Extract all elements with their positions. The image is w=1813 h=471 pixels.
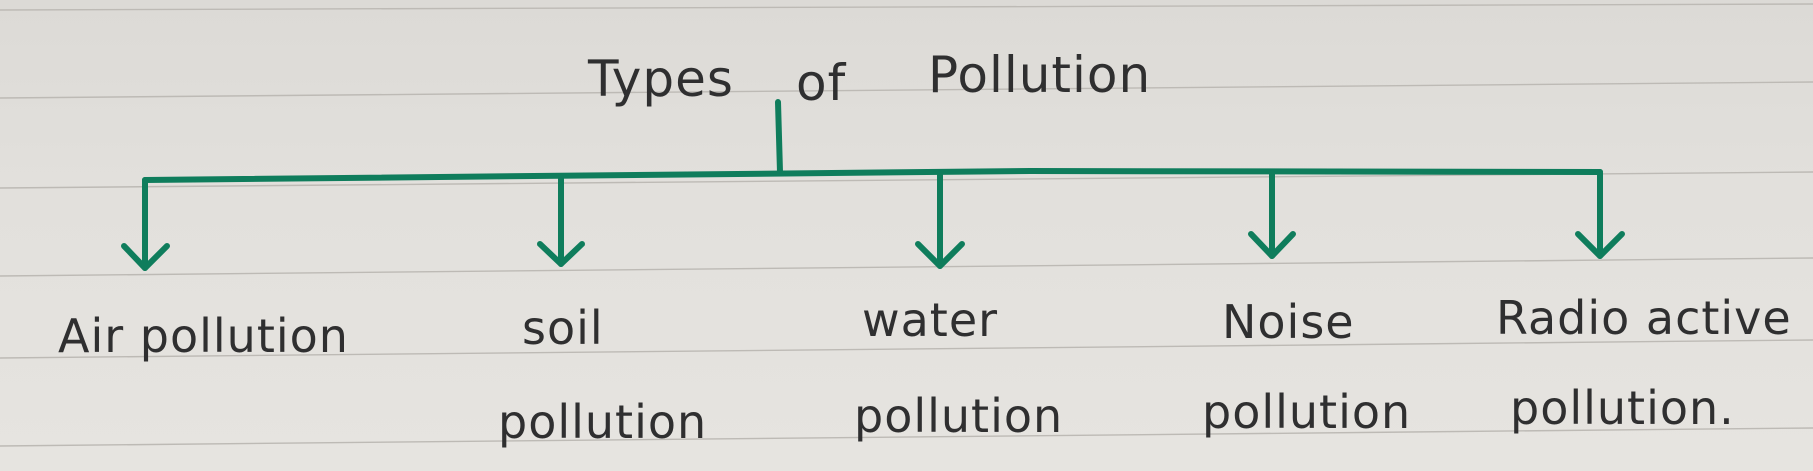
pollution-type-labels: Air pollution soil pollution water pollu…: [58, 291, 1792, 449]
label-radioactive-line1: Radio active: [1496, 291, 1792, 345]
label-soil-line2: pollution: [498, 395, 707, 449]
ruled-line: [0, 257, 1813, 277]
root-stem: [775, 99, 783, 175]
arrow-head-icon: [1248, 231, 1296, 259]
horizontal-bar: [142, 168, 1603, 183]
arrow-head-icon: [1575, 231, 1625, 259]
title-word-of: of: [796, 54, 847, 112]
title-word-pollution: Pollution: [928, 46, 1151, 104]
ruled-line: [0, 339, 1813, 359]
diagram-title: Types of Pollution: [587, 46, 1151, 112]
label-water-line1: water: [862, 293, 998, 347]
ruled-line: [0, 3, 1813, 11]
ruled-line: [0, 427, 1813, 447]
label-water-line2: pollution: [854, 389, 1063, 443]
arrow-head-icon: [915, 241, 965, 269]
title-word-types: Types: [587, 50, 734, 108]
ruled-lines: [0, 3, 1813, 447]
label-radioactive-line2: pollution.: [1510, 381, 1735, 435]
arrow-head-icon: [121, 243, 170, 271]
label-soil-line1: soil: [522, 301, 604, 355]
ruled-line: [0, 81, 1813, 99]
arrow-head-icon: [537, 241, 585, 267]
label-air-pollution: Air pollution: [58, 309, 349, 363]
tree-connector: [121, 99, 1625, 271]
label-noise-line2: pollution: [1202, 385, 1411, 439]
label-noise-line1: Noise: [1222, 295, 1355, 349]
